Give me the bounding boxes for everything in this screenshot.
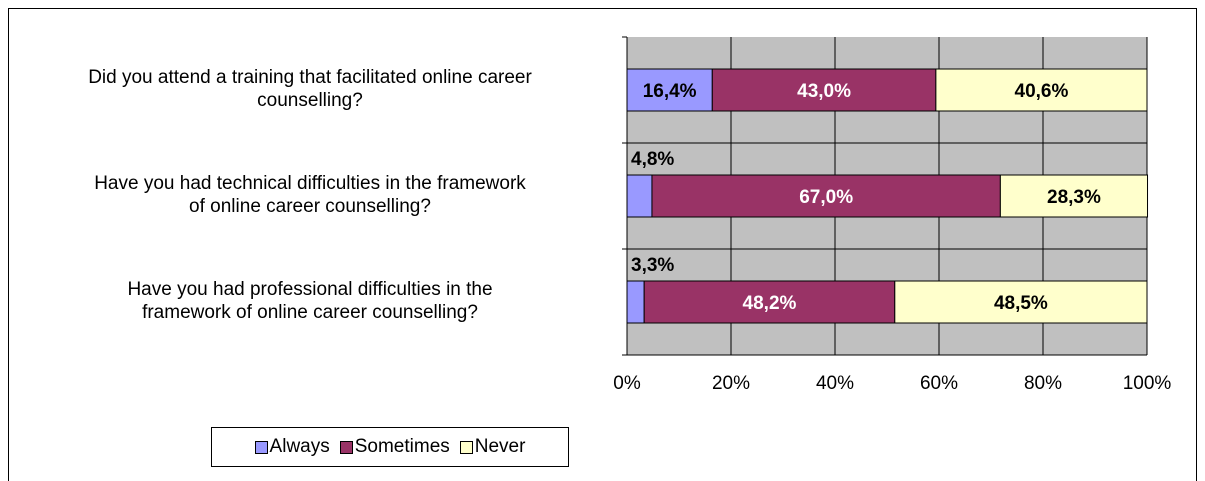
bar-always-2 [627, 175, 652, 217]
legend: Always Sometimes Never [211, 427, 569, 467]
bar-always-3 [627, 281, 644, 323]
data-label-never-3: 48,5% [994, 293, 1048, 314]
x-tick-label-1: 20% [712, 373, 750, 394]
data-label-sometimes-2: 67,0% [799, 187, 853, 208]
legend-label-sometimes: Sometimes [355, 436, 450, 458]
legend-swatch-never [460, 441, 473, 454]
legend-item-always: Always [255, 436, 330, 458]
data-label-sometimes-3: 48,2% [743, 293, 797, 314]
legend-item-never: Never [460, 436, 526, 458]
legend-swatch-always [255, 441, 268, 454]
x-tick-label-2: 40% [816, 373, 854, 394]
data-label-always-2: 4,8% [631, 149, 674, 170]
legend-swatch-sometimes [340, 441, 353, 454]
data-label-always-1: 16,4% [643, 81, 697, 102]
x-tick-label-4: 80% [1024, 373, 1062, 394]
legend-item-sometimes: Sometimes [340, 436, 450, 458]
data-label-always-3: 3,3% [631, 255, 674, 276]
data-label-never-2: 28,3% [1047, 187, 1101, 208]
legend-label-never: Never [475, 436, 526, 458]
x-tick-label-0: 0% [613, 373, 641, 394]
x-tick-label-5: 100% [1123, 373, 1172, 394]
x-tick-label-3: 60% [920, 373, 958, 394]
legend-label-always: Always [270, 436, 330, 458]
data-label-sometimes-1: 43,0% [797, 81, 851, 102]
data-label-never-1: 40,6% [1015, 81, 1069, 102]
